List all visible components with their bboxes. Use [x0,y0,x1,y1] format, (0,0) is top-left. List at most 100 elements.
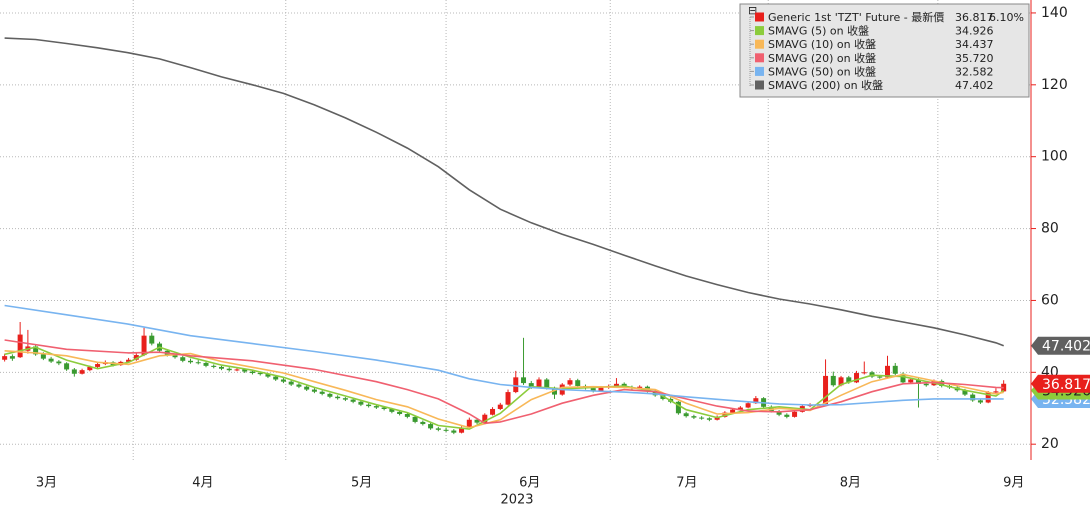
candle-body [575,380,581,386]
candle-body [397,411,403,414]
candle-body [792,411,798,417]
candle-body [598,387,604,391]
candle-body [366,404,372,407]
candle-body [977,400,983,403]
candle-body [730,409,736,413]
candle-body [288,381,294,385]
legend-value: 35.720 [955,52,994,65]
legend-label: Generic 1st 'TZT' Future - 最新價 [768,10,944,24]
candle-body [389,408,395,412]
legend-change: 6.10% [989,11,1024,24]
candle-body [33,346,39,355]
y-tick-label: 60 [1041,292,1059,308]
candle-body [304,386,310,390]
legend-label: SMAVG (50) on 收盤 [768,64,876,78]
candle-body [257,373,263,375]
x-axis-label: 2023 [500,493,533,508]
y-tick-label: 120 [1041,77,1068,93]
candle-body [404,414,410,417]
value-tag: 47.402 [1031,336,1090,355]
candle-body [428,424,434,429]
ma-line [4,339,1004,425]
legend-label: SMAVG (20) on 收盤 [768,51,876,65]
candle-body [71,369,77,374]
candle-body [226,368,232,371]
ma-line [4,304,1004,406]
candle-body [466,419,472,428]
candle-body [280,379,286,382]
legend-swatch [755,12,764,22]
candle-body [962,390,968,395]
candle-body [854,373,860,383]
candle-body [490,408,496,415]
candle-body [459,427,465,433]
candle-body [551,388,557,395]
value-tag-label: 36.817 [1042,377,1090,393]
candle-body [126,359,132,362]
candle-body [350,399,356,402]
candle-body [885,365,891,378]
candle-body [823,375,829,404]
candle-body [474,419,480,423]
candle-body [180,357,186,361]
candle-body [412,416,418,422]
candle-body [311,389,317,392]
candle-body [683,413,689,417]
value-tag: 36.817 [1031,374,1090,393]
candle-body [17,334,23,358]
candle-body [242,369,248,372]
candle-body [420,421,426,425]
candle-body [9,356,15,359]
candle-body [900,373,906,383]
legend-swatch [755,53,764,63]
candle-body [784,414,790,417]
candle-body [211,365,217,367]
value-tag-label: 47.402 [1042,339,1090,355]
candle-body [319,391,325,394]
candle-body [149,335,155,344]
candle-body [141,335,147,356]
legend-swatch [755,26,764,36]
candle-body [48,358,54,362]
x-tick-label: 8月 [840,476,861,491]
legend-value: 34.437 [955,38,994,51]
candle-body [737,407,743,410]
candle-body [64,363,70,370]
legend-swatch [755,80,764,90]
candle-body [40,354,46,359]
candle-body [536,379,542,387]
candle-body [56,361,62,364]
candle-body [521,377,527,384]
candle-body [79,370,85,374]
x-tick-label: 7月 [676,476,697,491]
candle-body [915,379,921,384]
candle-body [830,375,836,386]
y-tick-label: 100 [1041,149,1068,165]
x-tick-label: 3月 [36,476,57,491]
candle-body [249,371,255,374]
y-tick-label: 80 [1041,221,1059,237]
candle-body [451,430,457,433]
candle-body [993,391,999,393]
legend-swatch [755,66,764,76]
candle-body [203,362,209,366]
candle-body [265,374,271,377]
candle-body [528,383,534,387]
legend-swatch [755,39,764,49]
ma-line [4,37,1004,347]
candle-body [443,429,449,431]
legend-label: SMAVG (5) on 收盤 [768,24,869,38]
candle-body [273,376,279,380]
candle-body [722,412,728,417]
candle-body [745,403,751,408]
candle-body [342,398,348,400]
x-tick-label: 4月 [192,476,213,491]
candle-body [358,401,364,405]
legend-box [739,3,1030,98]
candle-body [327,393,333,397]
candle-body [753,398,759,404]
legend-value: 36.817 [955,11,994,24]
candle-body [908,379,914,383]
candle-body [497,404,503,409]
legend-toggle: ⊟ [748,4,757,17]
